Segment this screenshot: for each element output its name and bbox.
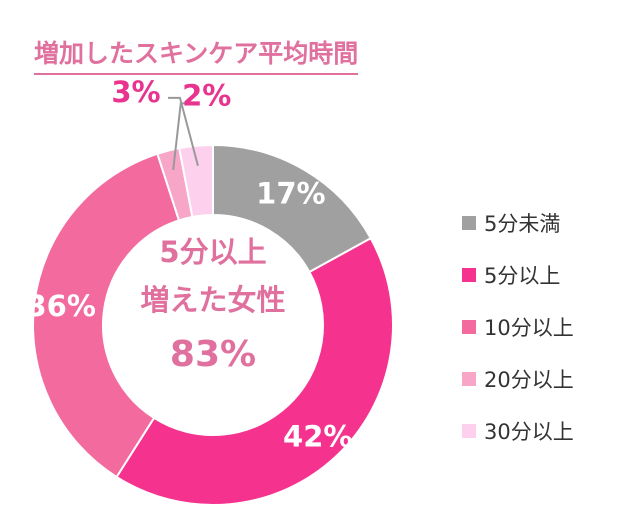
chart-title: 増加したスキンケア平均時間 bbox=[34, 34, 359, 75]
legend-label-5: 30分以上 bbox=[484, 420, 574, 444]
leader-line-5 bbox=[167, 96, 199, 166]
legend-swatch-1 bbox=[462, 216, 476, 230]
legend-swatch-4 bbox=[462, 372, 476, 386]
slice-label-3: 36% bbox=[26, 289, 95, 323]
legend-swatch-2 bbox=[462, 268, 476, 282]
legend-swatch-5 bbox=[462, 424, 476, 438]
legend-item-3: 10分以上 bbox=[462, 314, 632, 340]
donut-slice-3 bbox=[32, 152, 181, 479]
legend-item-2: 5分以上 bbox=[462, 262, 632, 288]
legend-item-5: 30分以上 bbox=[462, 418, 632, 444]
leader-lines bbox=[167, 96, 199, 171]
donut-slices bbox=[32, 143, 394, 506]
donut-slice-5 bbox=[178, 143, 214, 219]
legend-label-4: 20分以上 bbox=[484, 368, 574, 392]
slice-label-2: 42% bbox=[283, 420, 352, 454]
legend: 5分未満 5分以上 10分以上 20分以上 30分以上 bbox=[462, 210, 632, 470]
legend-swatch-3 bbox=[462, 320, 476, 334]
legend-label-3: 10分以上 bbox=[484, 316, 574, 340]
slice-label-4: 2% bbox=[182, 78, 231, 112]
center-label-line1: 5分以上 bbox=[159, 235, 266, 269]
center-value: 83% bbox=[170, 334, 256, 375]
legend-label-2: 5分以上 bbox=[484, 264, 561, 288]
legend-item-1: 5分未満 bbox=[462, 210, 632, 236]
slice-label-1: 17% bbox=[256, 176, 325, 210]
legend-item-4: 20分以上 bbox=[462, 366, 632, 392]
donut-slice-2 bbox=[115, 236, 394, 506]
slice-value-labels: 17% 42% 36% 2% 3% bbox=[26, 75, 352, 454]
legend-label-1: 5分未満 bbox=[484, 212, 561, 236]
center-label-line2: 増えた女性 bbox=[140, 283, 285, 317]
slice-label-5: 3% bbox=[111, 75, 160, 109]
